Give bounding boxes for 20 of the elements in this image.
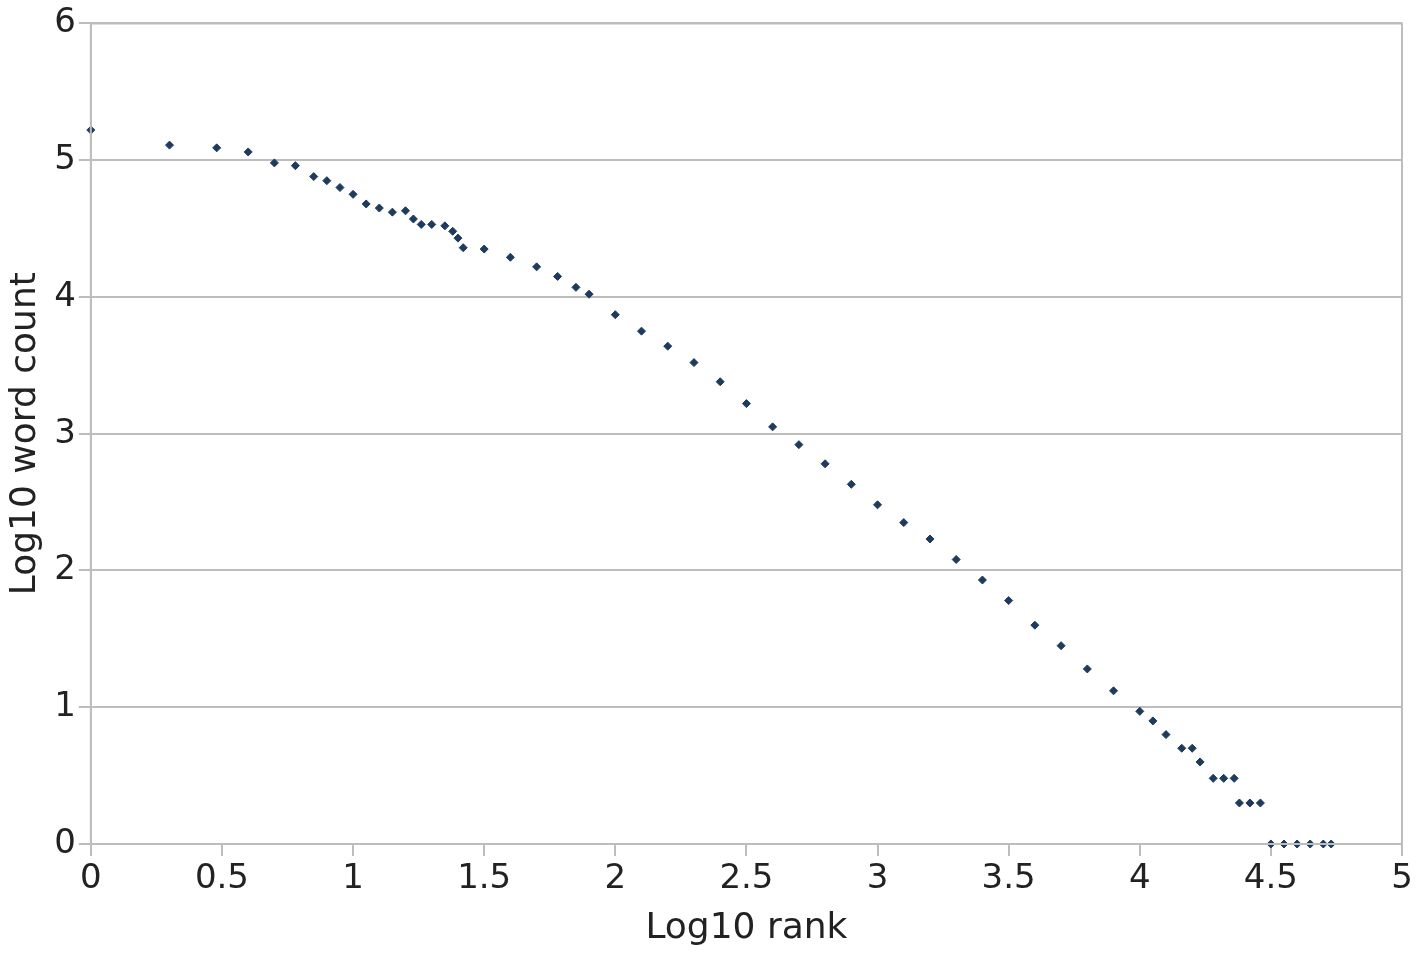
y-tick-label: 5 [54, 136, 76, 177]
x-tick-label: 3.5 [981, 856, 1036, 897]
x-tick-label: 5 [1391, 856, 1413, 897]
x-tick-label: 3 [866, 856, 889, 897]
x-tick-label: 4.5 [1243, 856, 1298, 897]
y-tick-label: 0 [54, 820, 76, 861]
y-tick-label: 3 [54, 410, 76, 451]
x-tick-label: 0 [80, 856, 102, 897]
y-tick-label: 6 [54, 0, 76, 41]
x-tick-label: 1.5 [457, 856, 512, 897]
y-tick-label: 4 [54, 273, 76, 314]
x-tick-label: 2.5 [719, 856, 774, 897]
x-tick-label: 4 [1128, 856, 1151, 897]
x-tick-label: 2 [604, 856, 627, 897]
x-tick-label: 0.5 [194, 856, 249, 897]
y-axis-title: Log10 word count [1, 272, 43, 596]
x-axis-title: Log10 rank [645, 904, 848, 946]
y-tick-label: 1 [54, 684, 76, 725]
x-tick-label: 1 [342, 856, 364, 897]
y-tick-label: 2 [54, 547, 76, 588]
